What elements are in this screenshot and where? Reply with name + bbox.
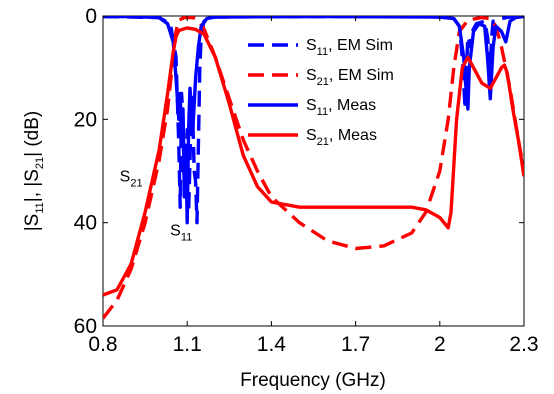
y-axis-label: |S11|, |S21| (dB): [22, 111, 46, 232]
y-tick-label: 0: [85, 5, 97, 28]
x-tick-label: 1.4: [257, 333, 287, 356]
x-tick-label: 2: [434, 333, 446, 356]
series-line-3: [103, 16, 524, 225]
svg-text:|S11|, |S21| (dB): |S11|, |S21| (dB): [22, 111, 46, 232]
plot-frame: [102, 15, 525, 327]
series-line-4: [103, 26, 524, 297]
x-axis-label: Frequency (GHz): [240, 370, 386, 391]
y-axis-ticks: 0 20 40 60: [74, 5, 524, 338]
x-axis-ticks: 0.8 1.1 1.4 1.7 2 2.3: [88, 16, 539, 356]
series-layer: [103, 16, 524, 320]
legend-label: S11, EM Sim: [306, 37, 393, 58]
y-tick-label: 60: [74, 315, 97, 338]
x-tick-label: 1.7: [341, 333, 370, 356]
x-tick-label: 1.1: [173, 333, 202, 356]
y-tick-label: 20: [74, 108, 97, 131]
y-tick-label: 40: [74, 212, 97, 235]
x-tick-label: 0.8: [88, 333, 117, 356]
x-tick-label: 2.3: [509, 333, 538, 356]
legend-label: S21, EM Sim: [306, 67, 394, 88]
